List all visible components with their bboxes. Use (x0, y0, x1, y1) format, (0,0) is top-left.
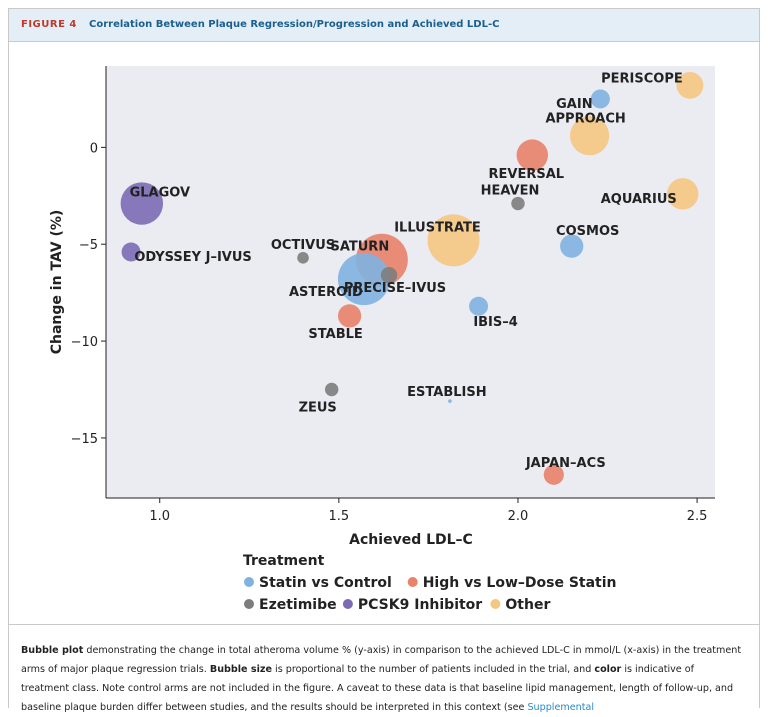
caption-bold-bubble-plot: Bubble plot (21, 645, 84, 656)
legend: Statin vs Control High vs Low–Dose Statin… (244, 575, 617, 613)
x-tick-label: 2.5 (687, 509, 708, 524)
legend-title: Treatment (243, 553, 325, 569)
bubble-reversal (516, 139, 549, 171)
y-tick-label: −15 (71, 432, 98, 447)
y-tick-label: 0 (90, 141, 98, 156)
point-label-heaven: HEAVEN (481, 184, 540, 199)
point-label-reversal: REVERSAL (489, 167, 565, 182)
legend-label-pcsk9-inhibitor: PCSK9 Inhibitor (358, 597, 482, 613)
point-label-approach: APPROACH (545, 112, 625, 127)
bubble-japan-acs (543, 464, 564, 485)
caption-divider (9, 624, 759, 625)
point-label-glagov: GLAGOV (130, 186, 190, 201)
point-label-ibis-4: IBIS–4 (473, 315, 518, 330)
bubble-establish (448, 399, 452, 403)
bubble-aquarius (667, 178, 699, 210)
bubble-odyssey-j-ivus (121, 242, 141, 262)
y-tick-label: −5 (79, 238, 98, 253)
legend-swatch-other (490, 599, 501, 609)
legend-swatch-ezetimibe (244, 599, 254, 609)
legend-label-ezetimibe: Ezetimibe (259, 597, 337, 613)
point-label-gain: GAIN (556, 97, 592, 112)
figure-title: Correlation Between Plaque Regression/Pr… (89, 19, 500, 30)
point-label-periscope: PERISCOPE (601, 71, 683, 86)
bubble-illustrate (427, 214, 480, 267)
bubble-ibis-4 (469, 296, 489, 316)
figure-header: FIGURE 4 Correlation Between Plaque Regr… (9, 9, 759, 42)
legend-swatch-pcsk9-inhibitor (342, 599, 353, 609)
legend-swatch-high-vs-low-dose-statin (407, 577, 418, 587)
points-layer (120, 71, 704, 485)
legend-label-high-vs-low-dose-statin: High vs Low–Dose Statin (423, 575, 617, 591)
point-label-aquarius: AQUARIUS (601, 192, 677, 207)
legend-swatch-statin-vs-control (244, 577, 254, 587)
point-label-cosmos: COSMOS (556, 224, 619, 239)
y-tick-label: −10 (71, 335, 98, 350)
point-label-japan-acs: JAPAN–ACS (525, 456, 606, 471)
point-label-precise-ivus: PRECISE–IVUS (344, 281, 446, 296)
caption-bold-color: color (594, 664, 622, 675)
figure-caption: Bubble plot demonstrating the change in … (21, 641, 743, 717)
caption-bold-bubble-size: Bubble size (209, 664, 272, 675)
bubble-heaven (511, 196, 525, 211)
legend-label-other: Other (505, 597, 550, 613)
bubble-asteroid (337, 253, 390, 306)
point-label-zeus: ZEUS (299, 401, 337, 416)
x-tick-label: 2.0 (508, 509, 529, 524)
point-label-establish: ESTABLISH (407, 385, 486, 400)
bubble-precise-ivus (380, 266, 398, 284)
bubble-gain (590, 89, 610, 109)
bubble-octivus (297, 251, 309, 264)
x-axis-label: Achieved LDL–C (349, 532, 473, 548)
figure-frame: FIGURE 4 Correlation Between Plaque Regr… (8, 8, 760, 713)
caption-text-1: demonstrating the change in total athero… (21, 645, 742, 675)
figure-label: FIGURE 4 (21, 19, 77, 30)
plot-panel (106, 66, 715, 498)
bubble-stable (337, 304, 362, 328)
point-label-octivus: OCTIVUS (271, 238, 335, 253)
x-tick-label: 1.5 (329, 509, 350, 524)
y-ticks: 0 −5 −10 −15 (71, 141, 106, 447)
bubble-glagov (120, 182, 164, 225)
caption-text-2: is proportional to the number of patient… (272, 664, 595, 675)
legend-label-statin-vs-control: Statin vs Control (259, 575, 392, 591)
bubble-periscope (676, 71, 704, 99)
bubble-cosmos (560, 234, 584, 258)
point-label-saturn: SATURN (330, 240, 389, 255)
y-axis-label: Change in TAV (%) (49, 210, 65, 355)
x-tick-label: 1.0 (149, 509, 170, 524)
bubble-approach (570, 116, 610, 156)
x-ticks: 1.0 1.5 2.0 2.5 (149, 498, 707, 524)
point-label-odyssey-j-ivus: ODYSSEY J–IVUS (134, 250, 251, 265)
point-label-stable: STABLE (308, 327, 362, 342)
point-label-asteroid: ASTEROID (289, 285, 363, 300)
point-label-illustrate: ILLUSTRATE (394, 220, 481, 235)
bubble-zeus (324, 382, 339, 397)
